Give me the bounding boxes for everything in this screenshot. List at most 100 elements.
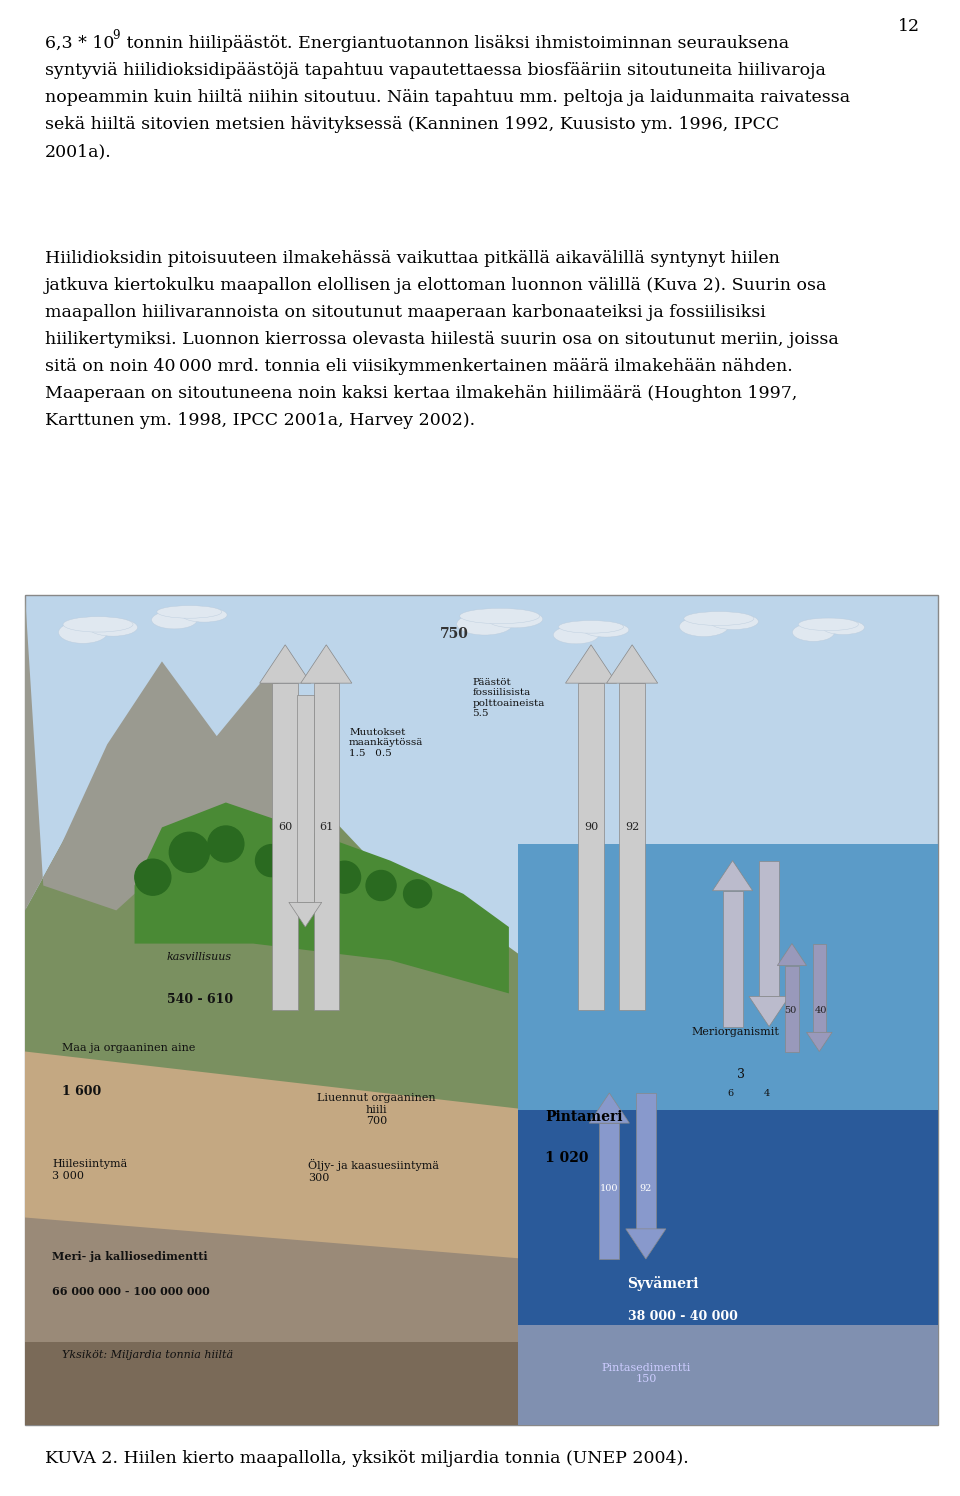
Text: Hiilidioksidin pitoisuuteen ilmakehässä vaikuttaa pitkällä aikavälillä syntynyt : Hiilidioksidin pitoisuuteen ilmakehässä …	[45, 250, 780, 266]
Ellipse shape	[457, 613, 513, 634]
Ellipse shape	[487, 610, 542, 628]
Ellipse shape	[799, 618, 858, 631]
Text: Muutokset
maankäytössä
1.5   0.5: Muutokset maankäytössä 1.5 0.5	[349, 727, 423, 757]
Text: Maaperaan on sitoutuneena noin kaksi kertaa ilmakehän hiilimäärä (Houghton 1997,: Maaperaan on sitoutuneena noin kaksi ker…	[45, 384, 798, 402]
Text: syntyviä hiilidioksidipäästöjä tapahtuu vapautettaessa biosfääriin sitoutuneita : syntyviä hiilidioksidipäästöjä tapahtuu …	[45, 61, 826, 79]
Polygon shape	[25, 678, 527, 1426]
Text: Päästöt
fossiilisista
polttoaineista
5.5: Päästöt fossiilisista polttoaineista 5.5	[472, 678, 544, 718]
Ellipse shape	[792, 624, 834, 642]
Text: 9: 9	[112, 28, 119, 42]
Text: 100: 100	[600, 1183, 618, 1192]
Text: 6,3 * 10: 6,3 * 10	[45, 34, 114, 52]
Bar	[759, 860, 780, 996]
Polygon shape	[259, 645, 311, 684]
Text: 92: 92	[625, 823, 639, 832]
Ellipse shape	[156, 606, 222, 618]
Bar	[518, 1325, 938, 1426]
Bar	[314, 684, 339, 1010]
Polygon shape	[749, 996, 789, 1026]
Bar	[297, 694, 314, 902]
Text: Liuennut orgaaninen
hiili
700: Liuennut orgaaninen hiili 700	[317, 1094, 436, 1126]
Text: 92: 92	[639, 1183, 652, 1192]
Ellipse shape	[460, 609, 540, 624]
Bar	[25, 1342, 527, 1426]
Text: 50: 50	[784, 1005, 796, 1014]
Text: 3: 3	[737, 1068, 745, 1082]
Bar	[518, 1110, 938, 1325]
Text: kasvillisuus: kasvillisuus	[166, 951, 231, 962]
Text: Hiilesiintymä
3 000: Hiilesiintymä 3 000	[53, 1159, 128, 1180]
Text: 1 020: 1 020	[545, 1150, 588, 1165]
Text: Yksiköt: Miljardia tonnia hiiltä: Yksiköt: Miljardia tonnia hiiltä	[61, 1351, 232, 1360]
Ellipse shape	[88, 618, 137, 636]
Polygon shape	[806, 1032, 832, 1052]
Text: sekä hiiltä sitovien metsien hävityksessä (Kanninen 1992, Kuusisto ym. 1996, IPC: sekä hiiltä sitovien metsien hävityksess…	[45, 117, 780, 133]
Circle shape	[208, 826, 244, 862]
Bar	[784, 965, 800, 1052]
Ellipse shape	[709, 613, 758, 630]
Text: Syvämeri: Syvämeri	[628, 1276, 699, 1291]
Circle shape	[255, 845, 287, 877]
Ellipse shape	[559, 621, 624, 633]
Ellipse shape	[680, 616, 729, 636]
Text: 12: 12	[898, 18, 920, 34]
Text: Meriorganismit: Meriorganismit	[691, 1026, 780, 1037]
Polygon shape	[134, 802, 509, 993]
Text: 66 000 000 - 100 000 000: 66 000 000 - 100 000 000	[53, 1285, 210, 1297]
Text: Karttunen ym. 1998, IPCC 2001a, Harvey 2002).: Karttunen ym. 1998, IPCC 2001a, Harvey 2…	[45, 411, 475, 429]
Ellipse shape	[553, 625, 599, 643]
Polygon shape	[712, 860, 753, 890]
Text: 750: 750	[440, 627, 468, 640]
Text: 38 000 - 40 000: 38 000 - 40 000	[628, 1310, 737, 1324]
Text: nopeammin kuin hiiltä niihin sitoutuu. Näin tapahtuu mm. peltoja ja laidunmaita : nopeammin kuin hiiltä niihin sitoutuu. N…	[45, 88, 851, 106]
Text: 61: 61	[319, 823, 333, 832]
Bar	[619, 684, 645, 1010]
Polygon shape	[607, 645, 658, 684]
Text: KUVA 2. Hiilen kierto maapallolla, yksiköt miljardia tonnia (UNEP 2004).: KUVA 2. Hiilen kierto maapallolla, yksik…	[45, 1450, 688, 1468]
Text: Maa ja orgaaninen aine: Maa ja orgaaninen aine	[61, 1043, 195, 1053]
Polygon shape	[25, 1052, 527, 1426]
Circle shape	[134, 859, 171, 895]
Bar	[518, 844, 938, 1110]
Circle shape	[403, 880, 432, 908]
Text: 90: 90	[584, 823, 598, 832]
Text: 2001a).: 2001a).	[45, 144, 111, 160]
Bar	[723, 890, 743, 1026]
Ellipse shape	[152, 610, 197, 628]
Text: Meri- ja kalliosedimentti: Meri- ja kalliosedimentti	[53, 1251, 208, 1261]
Circle shape	[366, 871, 396, 901]
Ellipse shape	[59, 621, 108, 643]
Circle shape	[328, 862, 361, 893]
Circle shape	[169, 832, 209, 872]
Text: Pintasedimentti
150: Pintasedimentti 150	[601, 1363, 690, 1384]
Text: maapallon hiilivarannoista on sitoutunut maaperaan karbonaateiksi ja fossiilisik: maapallon hiilivarannoista on sitoutunut…	[45, 304, 766, 322]
Bar	[578, 684, 604, 1010]
Text: hiilikertymiksi. Luonnon kierrossa olevasta hiilestä suurin osa on sitoutunut me: hiilikertymiksi. Luonnon kierrossa oleva…	[45, 331, 839, 349]
Text: sitä on noin 40 000 mrd. tonnia eli viisikymmenkertainen määrä ilmakehään nähden: sitä on noin 40 000 mrd. tonnia eli viis…	[45, 358, 793, 375]
Text: 1 600: 1 600	[61, 1085, 101, 1098]
Polygon shape	[626, 1228, 666, 1260]
Text: 40: 40	[815, 1005, 828, 1014]
Text: Pintameri: Pintameri	[545, 1110, 623, 1123]
Polygon shape	[289, 902, 322, 928]
Text: 60: 60	[278, 823, 293, 832]
Bar	[25, 595, 938, 1426]
Bar	[599, 1123, 619, 1260]
Circle shape	[290, 851, 326, 887]
Polygon shape	[778, 944, 806, 965]
Polygon shape	[25, 595, 326, 911]
Text: Öljy- ja kaasuesiintymä
300: Öljy- ja kaasuesiintymä 300	[308, 1159, 439, 1183]
Ellipse shape	[181, 607, 228, 622]
Text: jatkuva kiertokulku maapallon elollisen ja elottoman luonnon välillä (Kuva 2). S: jatkuva kiertokulku maapallon elollisen …	[45, 277, 828, 295]
Ellipse shape	[63, 616, 133, 631]
Text: 6: 6	[728, 1089, 733, 1098]
Polygon shape	[25, 1218, 527, 1426]
Bar	[813, 944, 826, 1032]
Text: 540 - 610: 540 - 610	[166, 993, 232, 1007]
Ellipse shape	[684, 612, 754, 625]
Polygon shape	[589, 1094, 630, 1123]
Text: 4: 4	[764, 1089, 770, 1098]
Ellipse shape	[584, 622, 629, 637]
Polygon shape	[565, 645, 616, 684]
Ellipse shape	[823, 621, 864, 634]
